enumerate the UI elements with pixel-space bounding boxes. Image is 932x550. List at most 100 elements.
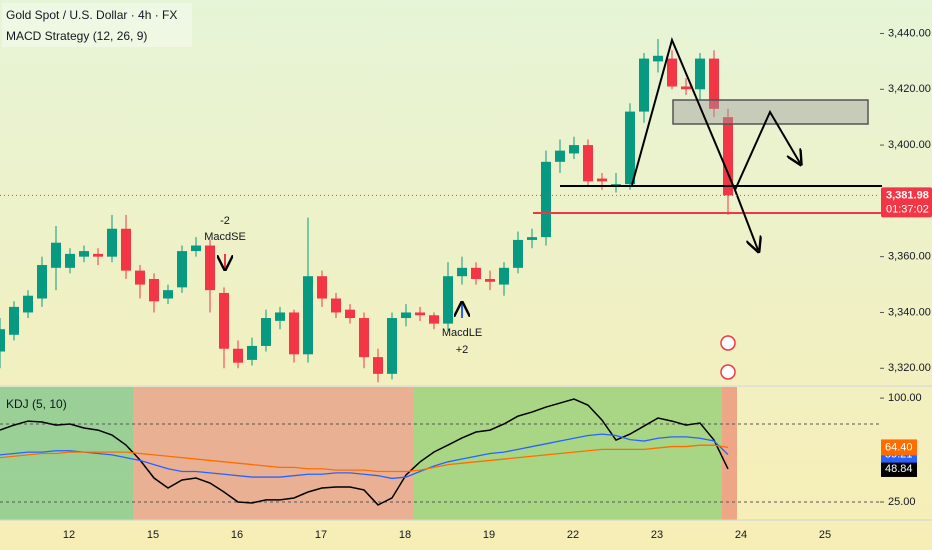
signal-qty: +2 [456,344,469,356]
y-tick-label: 3,420.00 [888,83,931,95]
x-tick-label: 25 [819,529,831,541]
candle-body [0,329,5,352]
candle-body [639,58,649,112]
last-price-label: 3,381.98 [886,189,929,201]
candle-body [429,315,439,324]
kdj-title[interactable]: KDJ (5, 10) [6,397,67,411]
kdj-line [0,398,729,506]
candle-body [485,278,495,282]
x-tick-label: 24 [735,529,747,541]
value-box [881,439,917,456]
value-label: 64.40 [885,441,913,453]
projection-down [631,36,758,250]
x-tick-label: 12 [63,529,75,541]
y-tick-label: 25.00 [888,496,916,508]
projection-bounce [734,109,800,191]
candle-body [93,253,103,257]
candle-body [709,58,719,109]
x-tick-label: 18 [399,529,411,541]
signal-qty: -2 [220,215,230,227]
kdj-line [0,444,729,473]
x-tick-label: 23 [651,529,663,541]
candle-body [205,245,215,291]
candle-body [625,111,635,185]
candle-body [177,251,187,288]
candle-body [527,237,537,240]
symbol-title[interactable]: Gold Spot / U.S. Dollar · 4h · FX [6,8,177,22]
candle-body [51,242,61,268]
last-price-box [881,187,932,218]
candle-body [233,348,243,363]
legend-bg [2,3,192,47]
candle-body [513,239,523,268]
candle-body [261,318,271,346]
candle-body [681,86,691,90]
x-tick-label: 19 [483,529,495,541]
candle-body [163,290,173,299]
candle-body [121,228,131,271]
candle-body [79,251,89,257]
candle-body [191,245,201,252]
candle-body [569,145,579,154]
candle-body [695,58,705,90]
candle-body [275,312,285,321]
candle-body [499,267,509,285]
candle-body [219,292,229,349]
value-label: 48.84 [885,463,913,475]
candle-body [443,276,453,324]
kdj-zones [0,387,737,520]
candle-body [303,276,313,355]
candle-body [457,267,467,277]
zone [133,387,413,520]
candle-body [65,253,75,268]
event-icon[interactable] [720,364,736,380]
y-tick-label: 3,340.00 [888,306,931,318]
candle-body [289,312,299,355]
candle-body [9,306,19,335]
x-tick-label: 16 [231,529,243,541]
candle-body [653,55,663,62]
candle-body [149,278,159,302]
y-tick-label: 3,400.00 [888,139,931,151]
candle-body [723,117,733,196]
x-tick-label: 17 [315,529,327,541]
value-box [881,460,917,477]
candle-body [107,228,117,257]
kdj-line [0,433,729,480]
signal-label: MacdLE [442,327,482,339]
candle-body [345,309,355,319]
candle-body [373,357,383,374]
candle-body [555,150,565,162]
y-tick-label: 3,360.00 [888,251,931,263]
candle-body [415,312,425,316]
zone [413,387,722,520]
candle-body [471,267,481,279]
candle-body [597,178,607,182]
y-tick-label: 3,320.00 [888,362,931,374]
x-tick-label: 22 [567,529,579,541]
candle-body [387,318,397,374]
candle-body [23,295,33,313]
x-tick-label: 15 [147,529,159,541]
zone [0,387,133,520]
candle-body [401,312,411,319]
candle-body [541,161,551,238]
candle-body [667,58,677,87]
candle-body [37,265,47,299]
candle-body [317,276,327,299]
countdown: 01:37:02 [886,203,929,215]
candle-body [135,270,145,285]
signal-label: MacdSE [204,231,246,243]
y-tick-label: 100.00 [888,392,922,404]
drawings [225,36,882,380]
indicator-title[interactable]: MACD Strategy (12, 26, 9) [6,29,147,43]
candle-body [583,145,593,182]
candle-body [247,345,257,360]
candle-body [331,298,341,313]
y-tick-label: 3,440.00 [888,27,931,39]
candle-body [359,318,369,358]
plot [0,39,733,506]
event-icon[interactable] [720,335,736,351]
zone [722,387,737,520]
